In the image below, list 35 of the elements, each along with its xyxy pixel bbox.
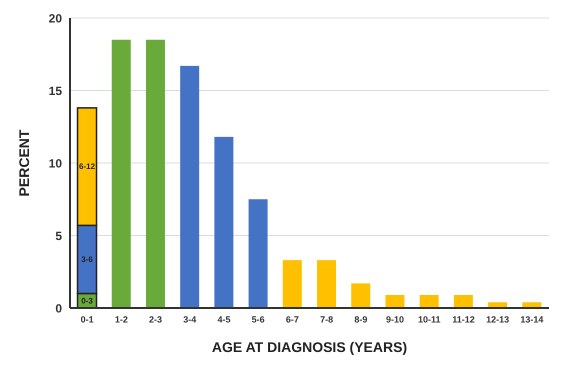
y-tick-label: 15	[48, 84, 62, 98]
x-tick-label: 2-3	[149, 314, 162, 324]
x-tick-label: 10-11	[418, 314, 441, 324]
bar	[282, 260, 302, 308]
x-tick-label: 11-12	[452, 314, 475, 324]
y-tick-label: 20	[48, 11, 62, 26]
bar	[146, 40, 165, 308]
y-axis-title: PERCENT	[16, 129, 32, 196]
x-tick-label: 13-14	[520, 314, 544, 324]
bar	[420, 294, 439, 308]
bar	[385, 294, 404, 308]
bar	[454, 294, 473, 308]
x-tick-label: 0-1	[80, 314, 94, 324]
bar	[351, 283, 370, 308]
y-tick-label: 5	[55, 228, 62, 243]
x-tick-label: 5-6	[252, 314, 265, 324]
bar	[317, 260, 336, 308]
x-tick-label: 8-9	[354, 314, 368, 324]
y-tick-label: 0	[55, 301, 62, 316]
series-label: 3-6	[81, 254, 94, 264]
x-tick-label: 12-13	[486, 314, 510, 324]
x-tick-label: 9-10	[386, 314, 404, 324]
bar	[112, 40, 131, 308]
series-label: 0-3	[81, 296, 94, 306]
x-tick-label: 6-7	[286, 314, 299, 324]
y-tick-label: 10	[48, 156, 62, 170]
x-tick-label: 3-4	[183, 314, 196, 324]
x-tick-label: 7-8	[320, 314, 334, 324]
x-tick-label: 1-2	[114, 314, 128, 324]
x-tick-label: 4-5	[217, 314, 230, 324]
bar	[180, 66, 200, 308]
bar	[248, 199, 268, 308]
series-label: 6-12	[79, 162, 96, 172]
x-axis-title: AGE AT DIAGNOSIS (YEARS)	[212, 339, 408, 355]
bar	[214, 136, 234, 308]
